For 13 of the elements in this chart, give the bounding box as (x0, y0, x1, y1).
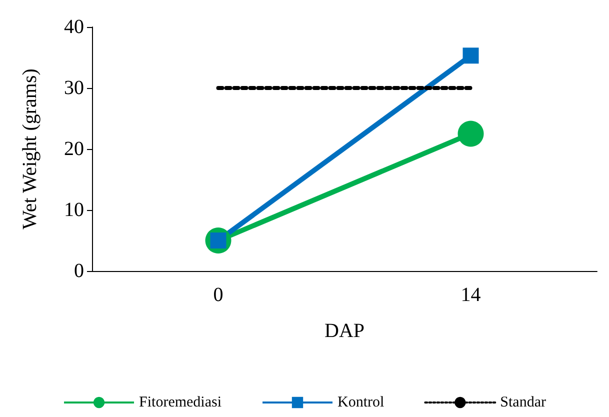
y-tick-label: 30 (64, 77, 84, 99)
y-tick-label: 0 (74, 260, 84, 282)
y-tick-label: 20 (64, 138, 84, 160)
y-tick-label: 10 (64, 199, 84, 221)
x-tick-label: 14 (460, 284, 481, 306)
x-axis-title: DAP (324, 320, 365, 342)
legend-label: Kontrol (338, 394, 384, 410)
point (462, 48, 479, 64)
legend-label: Fitoremediasi (139, 394, 222, 410)
legend-label: Standar (500, 394, 546, 410)
point (458, 120, 484, 147)
y-tick-label: 40 (64, 16, 84, 38)
y-axis-title: Wet Weight (grams) (19, 68, 41, 230)
